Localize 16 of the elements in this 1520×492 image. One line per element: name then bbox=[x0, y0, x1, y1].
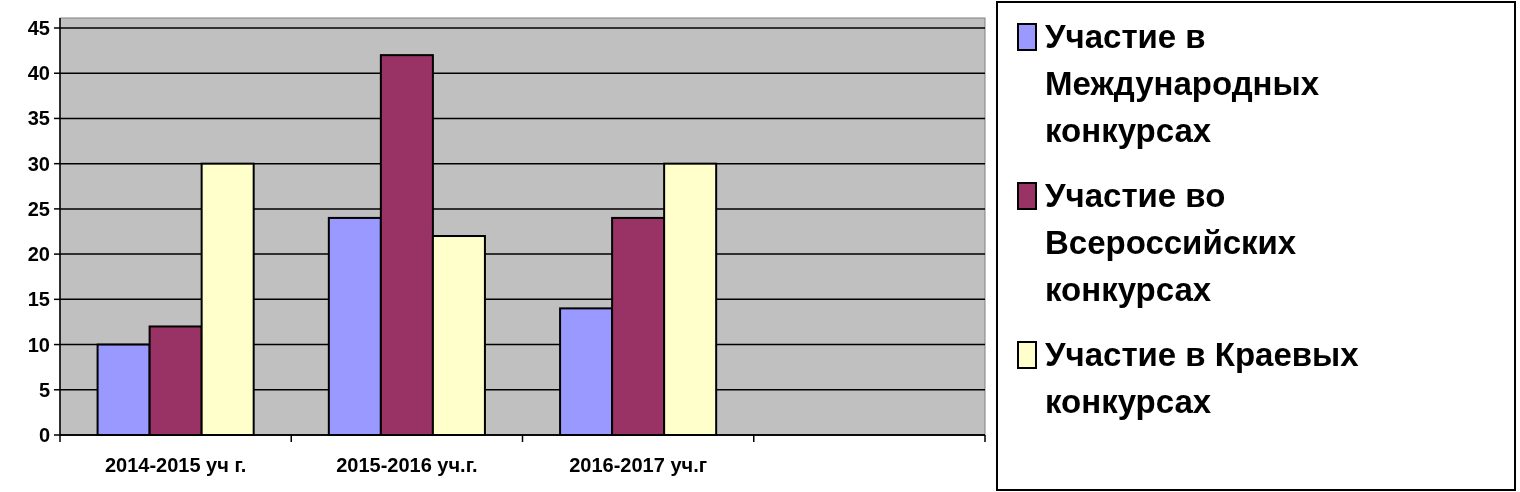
x-tick-label: 2015-2016 уч.г. bbox=[336, 454, 478, 476]
y-tick-label: 0 bbox=[38, 424, 50, 446]
y-tick-label: 30 bbox=[27, 152, 50, 175]
y-tick-label: 5 bbox=[38, 378, 50, 401]
legend-label: Участие в Международных конкурсах bbox=[1045, 18, 1320, 149]
y-tick-label: 25 bbox=[27, 197, 50, 220]
y-tick-label: 35 bbox=[27, 107, 50, 130]
y-tick-label: 10 bbox=[27, 333, 50, 356]
y-tick-label: 15 bbox=[27, 288, 50, 311]
x-tick-label: 2016-2017 уч.г bbox=[569, 454, 708, 476]
legend-label: Участие в Краевых конкурсах bbox=[1045, 336, 1360, 420]
x-tick-label: 2014-2015 уч г. bbox=[104, 454, 247, 476]
legend-label: Участие во Всероссийских конкурсах bbox=[1045, 177, 1297, 308]
y-tick-label: 45 bbox=[27, 17, 50, 39]
y-tick-label: 20 bbox=[27, 243, 50, 266]
y-tick-label: 40 bbox=[27, 62, 50, 85]
